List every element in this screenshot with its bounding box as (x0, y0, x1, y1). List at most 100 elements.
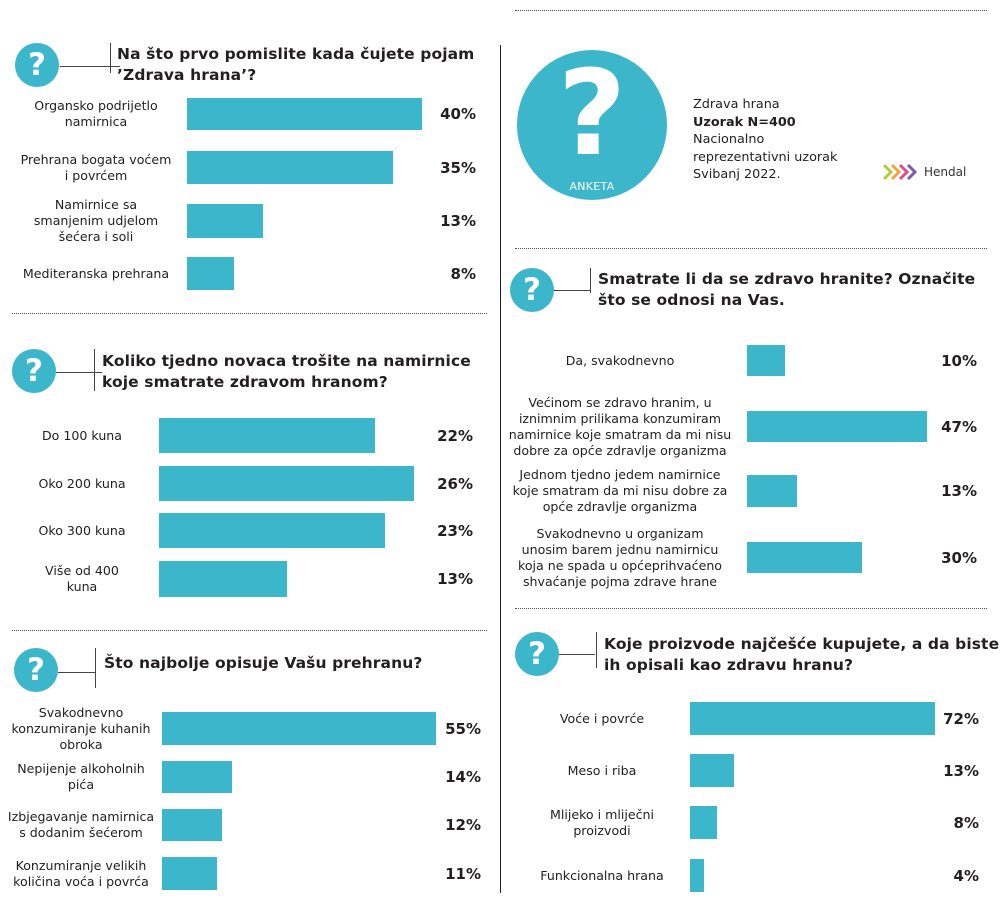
chart4-category-label-line: unosim barem jednu namirnicu (521, 541, 719, 557)
chart2-value-label: 26% (437, 474, 473, 493)
chart2-bar (159, 513, 385, 548)
chart3-value-label: 11% (445, 864, 481, 883)
chart4-category-label-line: shvaćanje pojma zdrave hrane (522, 573, 718, 589)
survey-badge-icon: ? ANKETA (517, 50, 667, 200)
hendal-logo-text: Hendal (924, 165, 967, 179)
chart1-bar (187, 204, 264, 238)
chart5-value-label: 8% (953, 813, 979, 832)
hendal-logo-icon (883, 163, 918, 181)
chart1-title-line: Na što prvo pomislite kada čujete pojam (117, 45, 475, 63)
chart3-category-label-line: Nepijenje alkoholnih (17, 761, 145, 776)
chart1-bar (187, 98, 422, 130)
chart2-question-icon: ? (12, 349, 56, 393)
survey-type-2: reprezentativni uzorak (693, 149, 838, 165)
chart1-category-label-line: smanjenim udjelom (33, 213, 159, 228)
chart1-title-connector (60, 66, 120, 67)
chart1-category-label-line: Prehrana bogata voćem (20, 151, 172, 167)
chart1-category-label-line: Organsko podrijetlo (34, 98, 158, 113)
survey-info: Zdrava hrana Uzorak N=400 Nacionalno rep… (693, 96, 837, 184)
chart3-category-label: Konzumiranje velikih količina voća i povr… (6, 857, 156, 890)
chart3-title-bracket (95, 648, 96, 688)
chart4-value-label: 30% (941, 548, 977, 567)
chart4-category-label-line: koje smatram da mi nisu dobre za (512, 483, 728, 498)
chart2-category-label-line: Do 100 kuna (41, 427, 123, 443)
chart5-title: Koje proizvode najčešće kupujete, a da b… (604, 634, 999, 676)
top-divider (515, 10, 987, 11)
chart2-value-label: 22% (437, 426, 473, 445)
chart1-category-label: Mediteranska prehrana (12, 257, 180, 290)
chart1-title-line: ’Zdrava hrana’? (117, 66, 257, 84)
survey-type-1: Nacionalno (693, 132, 765, 147)
chart4-value-label: 10% (941, 351, 977, 370)
chart5-value-label: 13% (943, 761, 979, 780)
chart3-category-label-line: Izbjegavanje namirnica (7, 809, 155, 824)
chart1-bar (187, 151, 393, 184)
chart5-title-connector (559, 654, 595, 655)
chart4-category-label-line: iznimnim prilikama konzumiram (518, 410, 722, 426)
question-mark-icon: ? (557, 44, 627, 182)
chart4-bar (747, 345, 786, 376)
chart4-value-label: 47% (941, 417, 977, 436)
chart4-category-label: Da, svakodnevno (500, 345, 740, 376)
chart2-title-line: koje smatrate zdravom hranom? (102, 373, 388, 391)
chart4-bar (747, 542, 862, 573)
chart4-category-label-line: Jednom tjedno jedem namirnice (519, 467, 721, 482)
chart2-title: Koliko tjedno novaca trošite na namirnic… (102, 351, 471, 393)
chart4-category-label: Jednom tjedno jedem namirnice koje smatra… (500, 467, 740, 515)
chart3-category-label: Nepijenje alkoholnih pića (6, 761, 156, 793)
chart3-category-label-line: obroka (59, 736, 103, 752)
chart5-title-line: Koje proizvode najčešće kupujete, a da b… (604, 635, 1000, 653)
chart2-category-label: Oko 200 kuna (12, 466, 152, 501)
chart1-value-label: 40% (440, 105, 476, 123)
chart3-category-label-line: Svakodnevno (38, 704, 124, 720)
chart3-bar (162, 761, 232, 793)
chart5-category-label-line: Funkcionalna hrana (540, 867, 664, 883)
chart4-category-label: Svakodnevno u organizam unosim barem jedn… (500, 526, 740, 590)
chart3-bar (162, 857, 217, 890)
chart1-category-label: Organsko podrijetlo namirnica (12, 98, 180, 130)
chart1-category-label-line: šećera i soli (58, 229, 134, 244)
chart5-bar (690, 859, 704, 892)
chart4-category-label-line: namirnice koje smatram da mi nisu (508, 426, 732, 442)
survey-date: Svibanj 2022. (693, 167, 781, 182)
chart5-value-label: 72% (943, 709, 979, 728)
chart1-title-bracket (110, 43, 111, 73)
chart4-title: Smatrate li da se zdravo hranite? Označi… (598, 269, 975, 311)
chart5-bar (690, 754, 735, 787)
chart2-bar (159, 466, 414, 501)
chart3-category-label-line: s dodanim šećerom (19, 825, 143, 840)
chart3-title-line: Što najbolje opisuje Vašu prehranu? (104, 654, 423, 672)
chart3-category-label-line: količina voća i povrća (13, 873, 149, 889)
chart2-category-label-line: Više od 400 (45, 563, 119, 578)
chart4-category-label-line: Svakodnevno u organizam (536, 525, 704, 541)
chart1-value-label: 13% (440, 212, 476, 230)
chart1-category-label: Prehrana bogata voćem i povrćem (12, 151, 180, 184)
chart5-title-line: ih opisali kao zdravu hranu? (604, 656, 854, 674)
chart4-title-connector (554, 290, 590, 291)
chart3-value-label: 14% (445, 768, 481, 786)
chart3-category-label-line: konzumiranje kuhanih (11, 720, 151, 736)
chart1-question-icon: ? (15, 43, 59, 87)
divider-left-2 (12, 630, 487, 631)
chart3-value-label: 55% (445, 719, 481, 738)
chart2-category-label-line: Oko 200 kuna (38, 475, 126, 491)
chart4-category-label-line: Većinom se zdravo hranim, u (528, 394, 712, 410)
chart5-question-icon: ? (515, 632, 559, 676)
chart1-category-label-line: i povrćem (64, 167, 128, 183)
chart3-category-label-line: pića (67, 777, 95, 792)
chart2-category-label: Do 100 kuna (12, 418, 152, 453)
chart5-category-label: Funkcionalna hrana (520, 859, 684, 892)
chart4-title-line: Smatrate li da se zdravo hranite? Označi… (598, 270, 976, 288)
divider-left-1 (12, 313, 487, 314)
chart2-value-label: 13% (437, 570, 473, 588)
chart5-category-label-line: proizvodi (573, 822, 631, 838)
chart1-category-label: Namirnice sa smanjenim udjelom šećera i so… (12, 197, 180, 245)
chart4-value-label: 13% (941, 482, 977, 500)
chart3-title-connector (58, 672, 96, 673)
chart1-category-label-line: Mediteranska prehrana (22, 265, 170, 281)
chart1-title: Na što prvo pomislite kada čujete pojam ’… (117, 44, 474, 86)
chart3-value-label: 12% (445, 816, 481, 834)
chart1-bar (187, 257, 234, 290)
chart2-title-line: Koliko tjedno novaca trošite na namirnic… (102, 352, 471, 370)
column-divider (500, 45, 501, 893)
